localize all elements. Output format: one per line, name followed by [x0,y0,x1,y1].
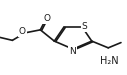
Text: N: N [69,46,76,56]
Text: H₂N: H₂N [100,56,118,66]
Text: S: S [82,22,87,31]
Text: O: O [19,27,26,36]
Text: O: O [43,14,50,23]
